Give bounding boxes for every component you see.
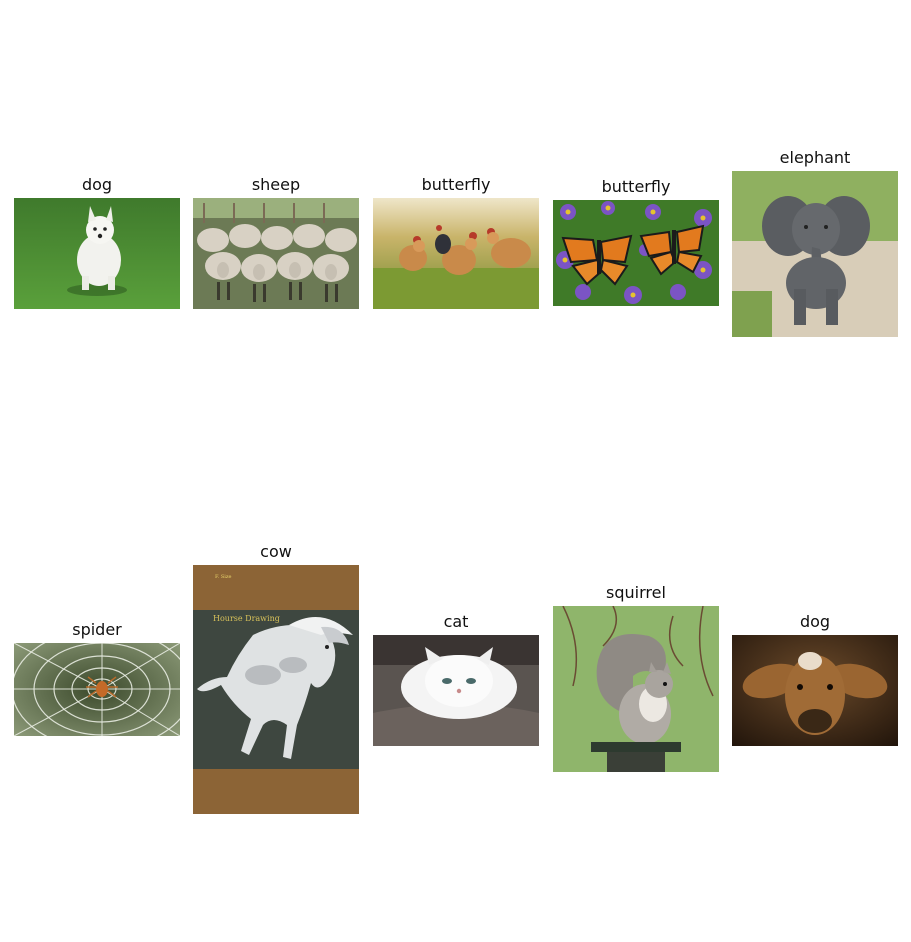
book-cover-title: Hourse Drawing (213, 614, 280, 623)
chickens-in-grass-photo (373, 198, 539, 309)
image-label: butterfly (421, 175, 491, 194)
image-label: butterfly (601, 177, 671, 196)
gray-squirrel-photo (553, 606, 719, 772)
white-persian-cat-photo (373, 635, 539, 746)
monarch-butterflies-photo (553, 200, 719, 306)
spider-web-photo (14, 643, 180, 736)
image-card-cow: cow F. Size Hourse Drawing (193, 542, 359, 814)
image-card-elephant: elephant (732, 148, 898, 337)
image-label: squirrel (606, 583, 666, 602)
image-label: dog (799, 612, 831, 631)
svg-text:F. Size: F. Size (215, 574, 232, 580)
image-card-butterfly-chickens: butterfly (373, 175, 539, 309)
image-card-cat: cat (373, 612, 539, 746)
image-card-butterfly-monarch: butterfly (553, 177, 719, 306)
image-label: cow (260, 542, 292, 561)
image-label: cat (443, 612, 469, 631)
white-horse-book-cover-photo: F. Size Hourse Drawing (193, 565, 359, 814)
image-card-dog: dog (14, 175, 180, 309)
baby-elephant-photo (732, 171, 898, 337)
image-card-sheep: sheep (193, 175, 359, 309)
image-label: dog (81, 175, 113, 194)
sheep-flock-photo (193, 198, 359, 309)
brown-calf-photo (732, 635, 898, 746)
image-label: spider (72, 620, 122, 639)
image-card-dog-calf: dog (732, 612, 898, 746)
west-highland-terrier-photo (14, 198, 180, 309)
image-card-squirrel: squirrel (553, 583, 719, 772)
image-label: elephant (779, 148, 851, 167)
image-label: sheep (251, 175, 301, 194)
image-card-spider: spider (14, 620, 180, 736)
